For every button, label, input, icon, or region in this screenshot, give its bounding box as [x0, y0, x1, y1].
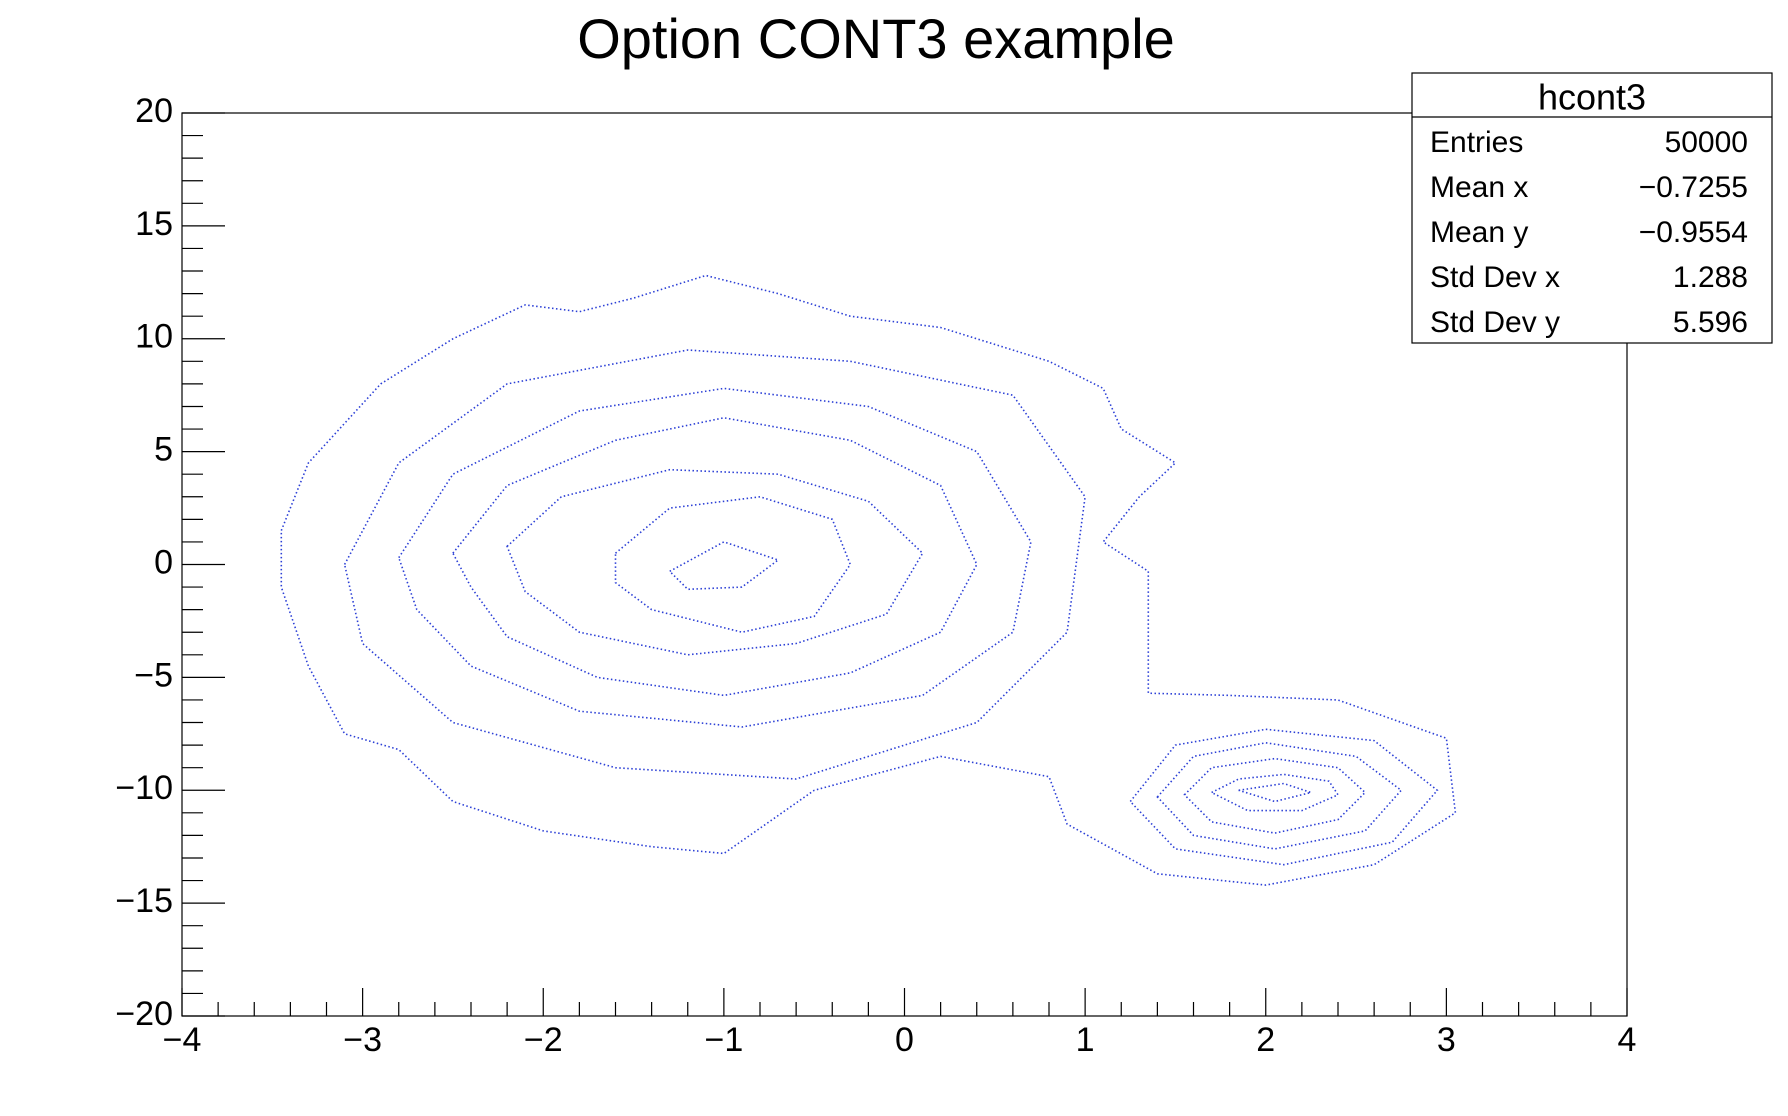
y-tick-label: 5	[154, 431, 173, 469]
contour-line	[1156, 741, 1403, 850]
y-tick-label: −20	[115, 995, 173, 1033]
x-tick-label: 4	[1618, 1021, 1637, 1059]
stats-value: −0.7255	[1639, 171, 1748, 204]
stats-label: Std Dev x	[1430, 261, 1560, 294]
stats-label: Mean y	[1430, 216, 1528, 249]
stats-label: Std Dev y	[1430, 306, 1560, 339]
x-tick-label: −3	[343, 1021, 382, 1059]
contour-line	[1129, 728, 1439, 866]
stats-value: −0.9554	[1639, 216, 1748, 249]
contour-line	[343, 349, 1086, 780]
stats-value: 1.288	[1673, 261, 1748, 294]
x-tick-label: −4	[163, 1021, 202, 1059]
stats-frame	[1411, 72, 1773, 344]
x-tick-label: 2	[1256, 1021, 1275, 1059]
x-tick-label: 1	[1076, 1021, 1095, 1059]
stats-label: Mean x	[1430, 171, 1528, 204]
x-tick-label: −1	[704, 1021, 743, 1059]
stats-title: hcont3	[1538, 77, 1646, 118]
x-tick-label: −2	[524, 1021, 563, 1059]
stats-box: hcont3 Entries 50000 Mean x −0.7255 Mean y −0…	[1411, 72, 1773, 344]
y-tick-label: 20	[135, 92, 173, 130]
chart-title: Option CONT3 example	[577, 7, 1175, 70]
x-tick-label: 0	[895, 1021, 914, 1059]
y-tick-label: 0	[154, 543, 173, 581]
y-tick-label: −5	[134, 656, 173, 694]
y-tick-label: 15	[135, 205, 173, 243]
contour-line	[668, 541, 780, 591]
plot-frame	[181, 112, 1628, 1017]
stats-value: 5.596	[1673, 306, 1748, 339]
x-tick-label: 3	[1437, 1021, 1456, 1059]
stats-value: 50000	[1665, 126, 1748, 159]
contour-line	[506, 468, 924, 656]
y-tick-label: −15	[115, 882, 173, 920]
contour-line	[1238, 782, 1314, 803]
contour-line	[1209, 773, 1340, 812]
contour-line	[397, 387, 1032, 728]
y-tick-label: 10	[135, 318, 173, 356]
y-tick-label: −10	[115, 769, 173, 807]
axes	[181, 112, 1628, 1017]
contour-line	[451, 416, 978, 697]
contour-line	[614, 495, 852, 634]
stats-label: Entries	[1430, 126, 1523, 159]
contour-line	[1183, 757, 1367, 834]
contour-line	[280, 274, 1457, 886]
